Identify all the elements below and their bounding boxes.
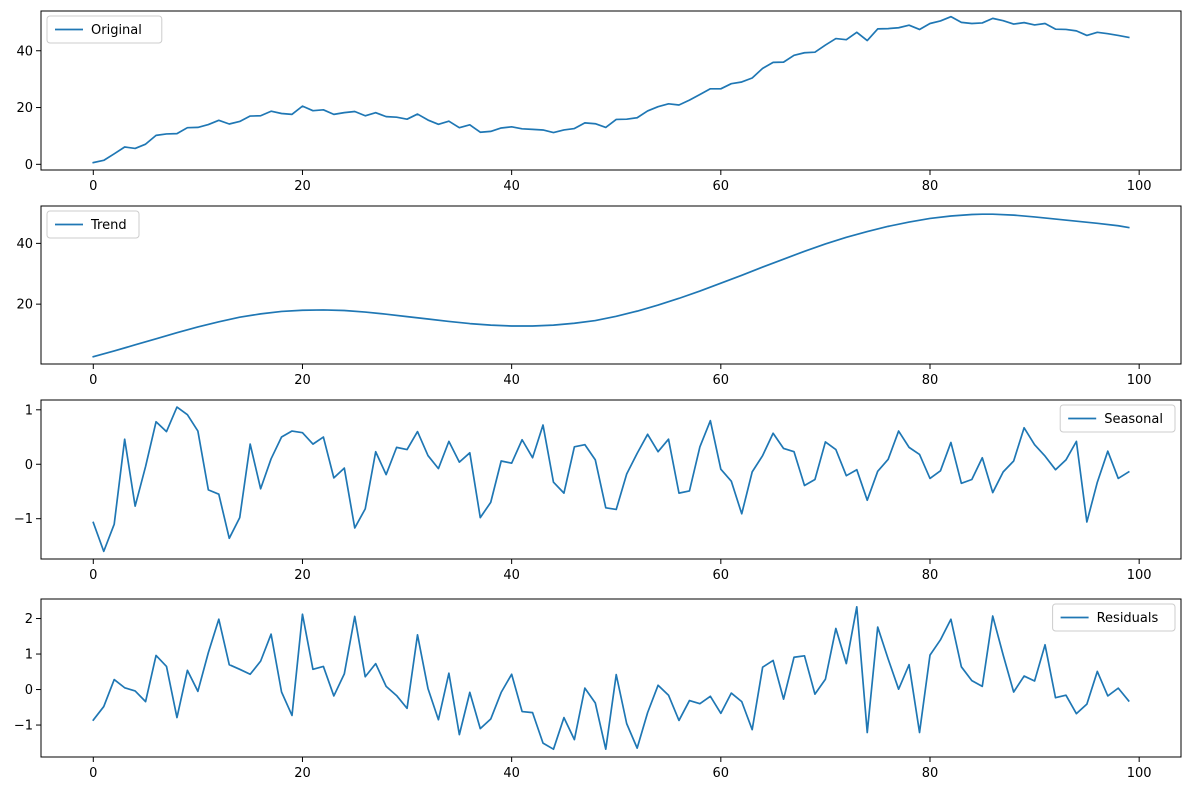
y-tick-label: 20 [16,101,33,116]
x-tick-label: 40 [503,373,520,388]
y-tick-label: 40 [16,44,33,59]
x-tick-label: 100 [1127,373,1152,388]
y-tick-label: 0 [25,683,33,698]
x-tick-label: 100 [1127,568,1152,583]
y-tick-label: −1 [14,719,33,734]
x-tick-label: 20 [294,568,311,583]
x-tick-label: 20 [294,179,311,194]
y-tick-label: 40 [16,237,33,252]
x-tick-label: 80 [922,766,939,781]
legend-label: Original [91,23,142,38]
legend-box [1059,404,1176,433]
legend-label: Seasonal [1104,412,1163,427]
subplot-2: 0 20 40 60 80 100 20 40 Trend [16,205,1182,388]
legend-box [46,15,163,44]
legend-box [46,210,140,239]
legend-label: Residuals [1097,611,1159,626]
subplot-1: 0 20 40 60 80 100 0 20 40 Original [16,10,1182,194]
x-tick-label: 40 [503,766,520,781]
subplot-4: 0 20 40 60 80 100 −1 0 1 2 Residuals [14,598,1182,781]
x-tick-label: 60 [713,179,730,194]
series-line-trend [92,213,1130,358]
x-tick-label: 0 [89,373,97,388]
x-tick-label: 0 [89,568,97,583]
x-tick-label: 0 [89,766,97,781]
series-line-original [92,15,1130,164]
x-tick-label: 100 [1127,179,1152,194]
axes-frame [40,399,1182,560]
x-tick-label: 60 [713,373,730,388]
y-tick-label: −1 [14,512,33,527]
legend: Original [46,15,163,44]
series-line-residuals [92,605,1130,751]
x-tick-label: 40 [503,179,520,194]
subplot-3: 0 20 40 60 80 100 −1 0 1 Seasonal [14,399,1182,583]
axes-frame [40,205,1182,365]
legend: Seasonal [1059,404,1176,433]
y-tick-label: 20 [16,298,33,313]
x-tick-label: 60 [713,568,730,583]
x-tick-label: 80 [922,568,939,583]
y-tick-label: 0 [25,458,33,473]
legend: Trend [46,210,140,239]
x-tick-label: 0 [89,179,97,194]
x-tick-label: 20 [294,373,311,388]
legend: Residuals [1052,603,1176,632]
legend-label: Trend [90,218,127,233]
x-tick-label: 80 [922,373,939,388]
x-tick-label: 80 [922,179,939,194]
legend-box [1052,603,1176,632]
y-tick-label: 1 [25,403,33,418]
axes-frame [40,598,1182,758]
x-tick-label: 40 [503,568,520,583]
x-tick-label: 20 [294,766,311,781]
y-tick-label: 0 [25,158,33,173]
x-tick-label: 60 [713,766,730,781]
axes-frame [40,10,1182,171]
y-tick-label: 2 [25,612,33,627]
y-tick-label: 1 [25,648,33,663]
series-line-seasonal [92,406,1130,553]
x-tick-label: 100 [1127,766,1152,781]
